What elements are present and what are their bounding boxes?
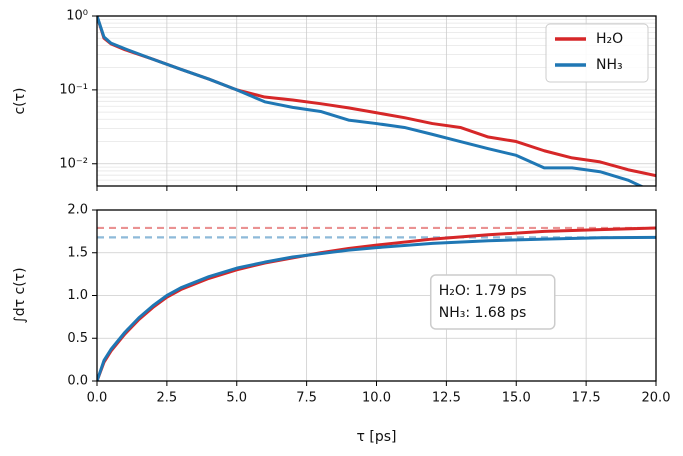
series-line bbox=[97, 235, 656, 381]
x-tick-label: 12.5 bbox=[432, 391, 461, 406]
y-tick-label: 0.0 bbox=[67, 374, 88, 389]
legend-label: NH₃ bbox=[596, 57, 623, 73]
y-tick-label: 2.0 bbox=[67, 203, 88, 218]
x-tick-label: 0.0 bbox=[87, 391, 108, 406]
x-axis-label: τ [ps] bbox=[357, 429, 397, 445]
x-tick-label: 7.5 bbox=[296, 391, 317, 406]
axes-frame bbox=[96, 15, 657, 187]
series-line bbox=[97, 16, 645, 186]
annotation: H₂O: 1.79 ps bbox=[439, 283, 527, 299]
y-tick-label: 10⁻¹ bbox=[59, 82, 88, 97]
axes-frame bbox=[96, 209, 657, 382]
y-tick-label: 10⁻² bbox=[59, 156, 88, 171]
y-tick-label: 0.5 bbox=[67, 331, 88, 346]
x-tick-label: 2.5 bbox=[157, 391, 178, 406]
legend-label: H₂O bbox=[596, 31, 623, 47]
x-tick-label: 5.0 bbox=[226, 391, 247, 406]
x-tick-label: 20.0 bbox=[642, 391, 671, 406]
x-tick-label: 17.5 bbox=[572, 391, 601, 406]
x-tick-label: 10.0 bbox=[362, 391, 391, 406]
y-axis-label: ∫dτ c(τ) bbox=[12, 267, 28, 323]
y-tick-label: 10⁰ bbox=[66, 9, 88, 24]
x-tick-label: 15.0 bbox=[502, 391, 531, 406]
y-axis-label: c(τ) bbox=[12, 87, 28, 114]
annotation-box bbox=[429, 274, 556, 330]
annotation: NH₃: 1.68 ps bbox=[439, 305, 527, 321]
y-tick-label: 1.5 bbox=[67, 245, 88, 260]
y-tick-label: 1.0 bbox=[67, 288, 88, 303]
